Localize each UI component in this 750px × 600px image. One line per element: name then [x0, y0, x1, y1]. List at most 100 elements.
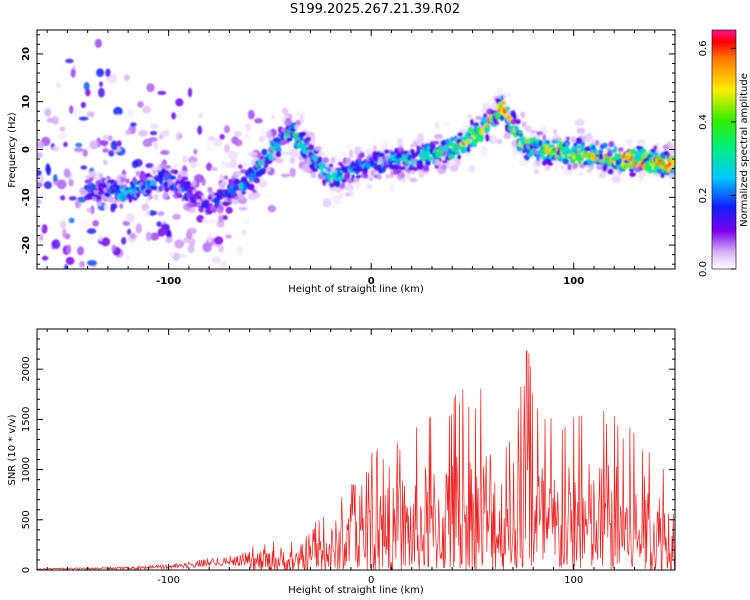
spectrogram-ridge-cell: [104, 203, 109, 211]
snr-ytick-label: 0: [21, 567, 32, 573]
spectrogram-ridge-cell: [422, 165, 430, 172]
spectrogram-ytick-label: 0: [21, 146, 32, 153]
spectrogram-noise-cell: [149, 130, 158, 136]
spectrogram-noise-cell: [63, 168, 71, 178]
spectrogram-noise-cell: [588, 138, 595, 144]
spectrogram-noise-cell: [219, 134, 225, 140]
spectrogram-noise-cell: [577, 171, 584, 177]
spectrogram-ridge-cell: [334, 181, 341, 188]
spectrogram-ridge-cell: [346, 173, 351, 179]
spectrogram-noise-cell: [544, 165, 551, 171]
spectrogram-noise-cell: [98, 87, 105, 98]
snr-xtick-label: 100: [564, 575, 583, 586]
snr-xtick-label: -100: [157, 575, 180, 586]
spectrogram-ridge-cell: [209, 219, 216, 224]
spectrogram-noise-cell: [218, 214, 224, 222]
spectrogram-noise-cell: [86, 228, 97, 235]
spectrogram-noise-cell: [348, 149, 354, 159]
spectrogram-noise-cell: [147, 210, 158, 216]
spectrogram-noise-cell: [105, 68, 111, 78]
spectrogram-noise-cell: [165, 237, 173, 244]
spectrogram-noise-cell: [75, 142, 83, 148]
spectrogram-ytick-label: -10: [21, 188, 32, 206]
spectrogram-noise-cell: [71, 107, 82, 117]
spectrogram-noise-cell: [53, 174, 58, 182]
spectrogram-noise-cell: [39, 174, 44, 184]
spectrogram-noise-cell: [190, 161, 197, 169]
spectrogram-ridge-cell: [322, 178, 326, 185]
spectrogram-noise-cell: [182, 155, 188, 164]
spectrogram-noise-cell: [234, 139, 243, 147]
spectrogram-ridge-cell: [136, 192, 141, 198]
spectrogram-ridge-cell: [330, 156, 336, 164]
spectrogram-noise-cell: [415, 138, 424, 145]
spectrogram-ridge-cell: [135, 170, 141, 177]
spectrogram-ridge-cell: [417, 162, 424, 170]
snr-ytick-label: 2000: [21, 356, 32, 381]
spectrogram-noise-cell: [160, 150, 170, 155]
spectrogram-noise-cell: [157, 227, 166, 237]
spectrogram-noise-cell: [121, 237, 127, 245]
spectrogram-noise-cell: [174, 239, 185, 249]
spectrogram-noise-cell: [299, 114, 304, 124]
colorbar-tick-label: 0.2: [698, 188, 709, 204]
spectrogram-ridge-cell: [305, 136, 312, 142]
spectrogram-ridge-cell: [364, 173, 369, 179]
colorbar-tick-label: 0.0: [698, 261, 709, 277]
spectrogram-ridge-cell: [475, 115, 482, 120]
spectrogram-noise-cell: [37, 141, 45, 149]
spectrogram-noise-cell: [99, 140, 109, 146]
spectrogram-noise-cell: [210, 166, 218, 172]
spectrogram-noise-cell: [379, 138, 390, 144]
spectrogram-noise-cell: [175, 98, 184, 107]
spectrogram-ridge-cell: [88, 177, 94, 182]
colorbar-ticks: 0.0 0.2 0.4 0.6: [698, 40, 736, 277]
spectrogram-noise-cell: [433, 134, 443, 139]
spectrogram-noise-cell: [247, 152, 258, 157]
spectrogram-noise-cell: [138, 129, 149, 137]
colorbar-tick-label: 0.4: [698, 114, 709, 130]
spectrogram-noise-cell: [153, 142, 159, 150]
spectrogram-noise-cell: [202, 217, 210, 224]
spectrogram-noise-cell: [638, 170, 645, 179]
spectrogram-noise-cell: [241, 229, 247, 236]
spectrogram-noise-cell: [475, 144, 482, 154]
spectrogram-ridge-cell: [119, 203, 124, 209]
spectrogram-ridge-cell: [269, 144, 276, 151]
spectrogram-ridge-cell: [662, 144, 670, 151]
spectrogram-ridge-cell: [567, 163, 572, 171]
spectrogram-ridge-cell: [598, 153, 603, 158]
spectrogram-noise-cell: [123, 74, 130, 82]
spectrogram-noise-cell: [576, 127, 586, 135]
spectrogram-noise-cell: [222, 215, 228, 221]
spectrogram-noise-cell: [125, 129, 132, 135]
spectrogram-noise-cell: [228, 150, 238, 160]
spectrogram-xtick-label: 0: [368, 276, 375, 287]
spectrogram-ridge-cell: [99, 173, 104, 178]
spectrogram-ridge-cell: [426, 151, 430, 158]
spectrogram-noise-cell: [83, 81, 90, 91]
spectrogram-noise-cell: [490, 135, 497, 143]
spectrogram-ridge-cell: [505, 106, 510, 112]
spectrogram-ridge-cell: [117, 180, 123, 186]
spectrogram-noise-cell: [58, 131, 67, 140]
spectrogram-ridge-cell: [151, 166, 158, 171]
spectrogram-ridge-cell: [412, 166, 419, 172]
spectrogram-ridge-cell: [370, 169, 376, 176]
spectrogram-noise-cell: [237, 164, 243, 169]
spectrogram-noise-cell: [204, 142, 214, 152]
spectrogram-ridge-cell: [95, 171, 101, 176]
spectrogram-noise-cell: [243, 133, 251, 140]
spectrogram-noise-cell: [102, 134, 108, 140]
spectrogram-ridge-cell: [368, 176, 374, 181]
spectrogram-noise-cell: [66, 244, 72, 255]
spectrogram-noise-cell: [552, 128, 558, 135]
spectrogram-noise-cell: [167, 251, 175, 257]
spectrogram-noise-cell: [265, 130, 273, 139]
spectrogram-noise-cell: [41, 255, 49, 261]
spectrogram-noise-cell: [226, 162, 235, 169]
spectrogram-ridge-cell: [286, 137, 293, 142]
spectrogram-noise-cell: [521, 121, 527, 128]
spectrogram-noise-cell: [444, 122, 451, 128]
